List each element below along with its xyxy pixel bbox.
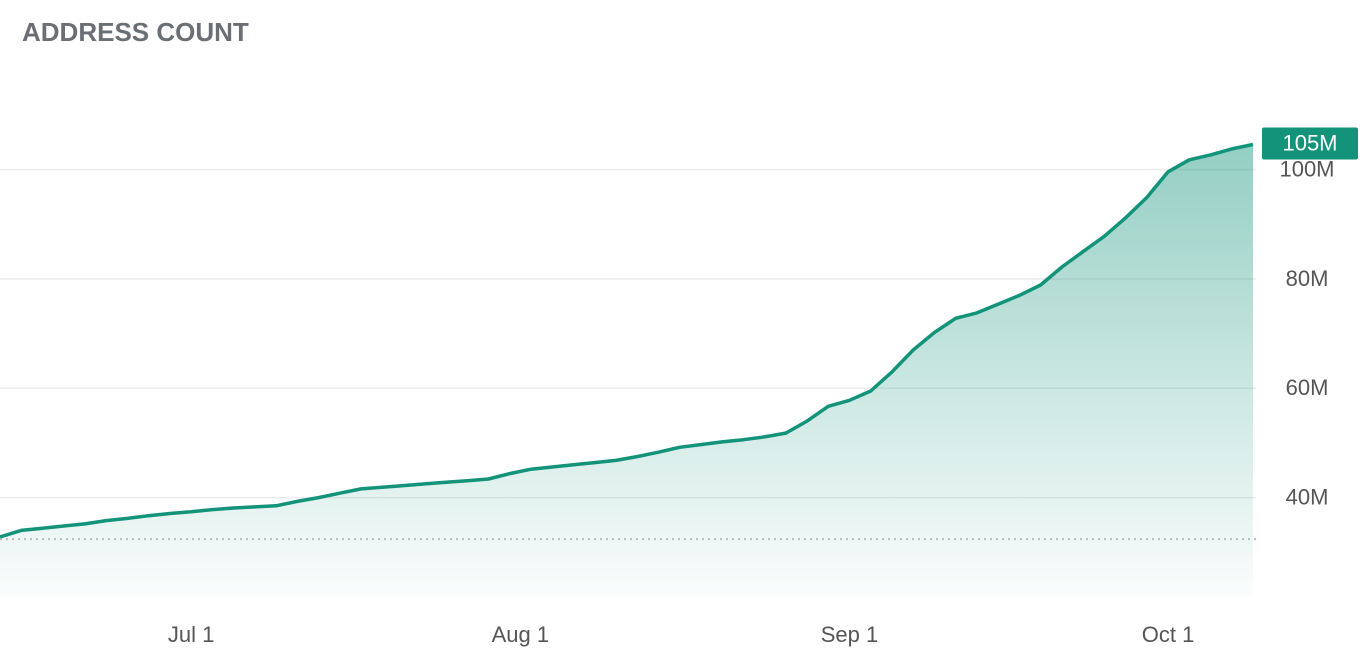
end-label: 105M xyxy=(1282,130,1337,155)
y-tick-label: 60M xyxy=(1286,375,1329,400)
chart-title: ADDRESS COUNT xyxy=(22,17,249,47)
x-tick-label: Aug 1 xyxy=(492,622,550,647)
x-tick-label: Sep 1 xyxy=(821,622,879,647)
x-tick-label: Oct 1 xyxy=(1142,622,1195,647)
y-tick-label: 80M xyxy=(1286,266,1329,291)
y-tick-label: 40M xyxy=(1286,484,1329,509)
y-tick-label: 100M xyxy=(1279,156,1334,181)
end-label-box xyxy=(1262,127,1358,160)
x-tick-label: Jul 1 xyxy=(168,622,214,647)
area xyxy=(0,144,1253,596)
line xyxy=(0,142,1254,539)
